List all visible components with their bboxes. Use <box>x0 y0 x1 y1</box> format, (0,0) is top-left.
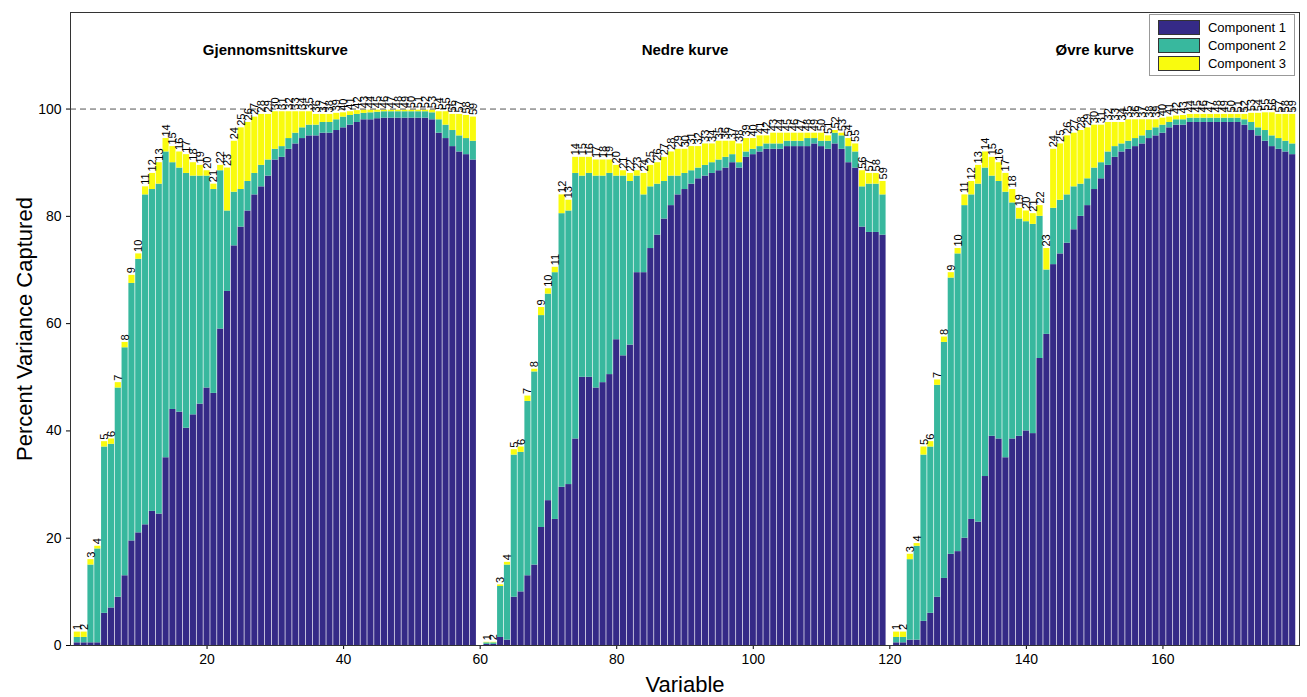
svg-text:60: 60 <box>472 651 488 667</box>
svg-text:21: 21 <box>1026 199 1039 212</box>
svg-text:18: 18 <box>1006 175 1018 187</box>
svg-text:11: 11 <box>139 173 151 184</box>
html-text:Component 3: Component 3 <box>1207 55 1286 71</box>
svg-text:8: 8 <box>528 361 540 367</box>
svg-text:9: 9 <box>535 299 547 305</box>
svg-text:Nedre kurve: Nedre kurve <box>642 41 729 58</box>
svg-text:4: 4 <box>911 535 923 541</box>
svg-text:11: 11 <box>958 181 970 192</box>
svg-text:59: 59 <box>1286 100 1298 112</box>
svg-text:17: 17 <box>999 159 1011 171</box>
svg-text:20: 20 <box>201 157 213 169</box>
svg-text:17: 17 <box>180 140 193 153</box>
svg-text:Percent Variance Captured: Percent Variance Captured <box>12 197 37 461</box>
svg-text:5: 5 <box>917 438 930 445</box>
svg-text:55: 55 <box>849 130 861 142</box>
svg-text:9: 9 <box>125 267 137 273</box>
svg-text:7: 7 <box>931 372 943 378</box>
svg-text:9: 9 <box>945 265 957 271</box>
svg-text:7: 7 <box>521 388 533 394</box>
svg-text:160: 160 <box>1151 651 1175 667</box>
svg-text:59: 59 <box>467 103 479 115</box>
svg-text:10: 10 <box>542 275 554 287</box>
svg-text:13: 13 <box>972 151 984 163</box>
svg-text:2: 2 <box>78 624 90 630</box>
svg-text:24: 24 <box>228 127 240 139</box>
svg-text:80: 80 <box>609 651 625 667</box>
svg-text:23: 23 <box>1040 234 1052 246</box>
svg-text:80: 80 <box>46 208 62 224</box>
svg-text:59: 59 <box>877 167 889 179</box>
svg-text:11: 11 <box>549 254 561 265</box>
svg-text:13: 13 <box>153 148 165 160</box>
svg-text:22: 22 <box>1034 191 1046 203</box>
svg-text:2: 2 <box>897 624 909 630</box>
svg-text:14: 14 <box>159 124 172 137</box>
svg-text:4: 4 <box>91 538 103 544</box>
svg-text:8: 8 <box>938 329 950 335</box>
svg-text:20: 20 <box>46 530 62 546</box>
svg-text:7: 7 <box>112 375 124 381</box>
svg-text:16: 16 <box>993 148 1005 160</box>
svg-text:120: 120 <box>878 651 902 667</box>
svg-text:23: 23 <box>221 154 233 166</box>
svg-text:13: 13 <box>562 186 574 198</box>
svg-text:60: 60 <box>46 315 62 331</box>
svg-text:10: 10 <box>952 234 964 246</box>
svg-text:12: 12 <box>146 159 158 172</box>
svg-text:100: 100 <box>38 101 62 117</box>
svg-text:40: 40 <box>336 651 352 667</box>
svg-text:Gjennomsnittskurve: Gjennomsnittskurve <box>203 41 348 58</box>
html-text:Component 1: Component 1 <box>1207 19 1286 35</box>
svg-text:3: 3 <box>85 552 97 558</box>
svg-text:6: 6 <box>924 434 936 440</box>
svg-text:3: 3 <box>904 546 916 552</box>
svg-text:6: 6 <box>515 439 527 445</box>
svg-text:12: 12 <box>965 167 977 179</box>
svg-text:2: 2 <box>487 634 499 640</box>
svg-text:21: 21 <box>207 170 219 182</box>
svg-text:10: 10 <box>132 240 144 252</box>
svg-text:0: 0 <box>54 637 62 653</box>
svg-text:Variable: Variable <box>645 672 724 697</box>
html-text:Component 2: Component 2 <box>1207 37 1286 53</box>
svg-text:58: 58 <box>869 159 882 172</box>
svg-text:6: 6 <box>105 431 117 437</box>
svg-text:100: 100 <box>742 651 766 667</box>
svg-text:24: 24 <box>637 159 650 172</box>
svg-text:4: 4 <box>501 554 513 560</box>
svg-text:40: 40 <box>46 422 62 438</box>
svg-text:8: 8 <box>119 334 131 340</box>
svg-text:140: 140 <box>1015 651 1039 667</box>
svg-text:Øvre kurve: Øvre kurve <box>1055 41 1133 58</box>
svg-text:25: 25 <box>1054 129 1066 142</box>
svg-text:20: 20 <box>199 651 215 667</box>
svg-text:3: 3 <box>494 577 506 583</box>
